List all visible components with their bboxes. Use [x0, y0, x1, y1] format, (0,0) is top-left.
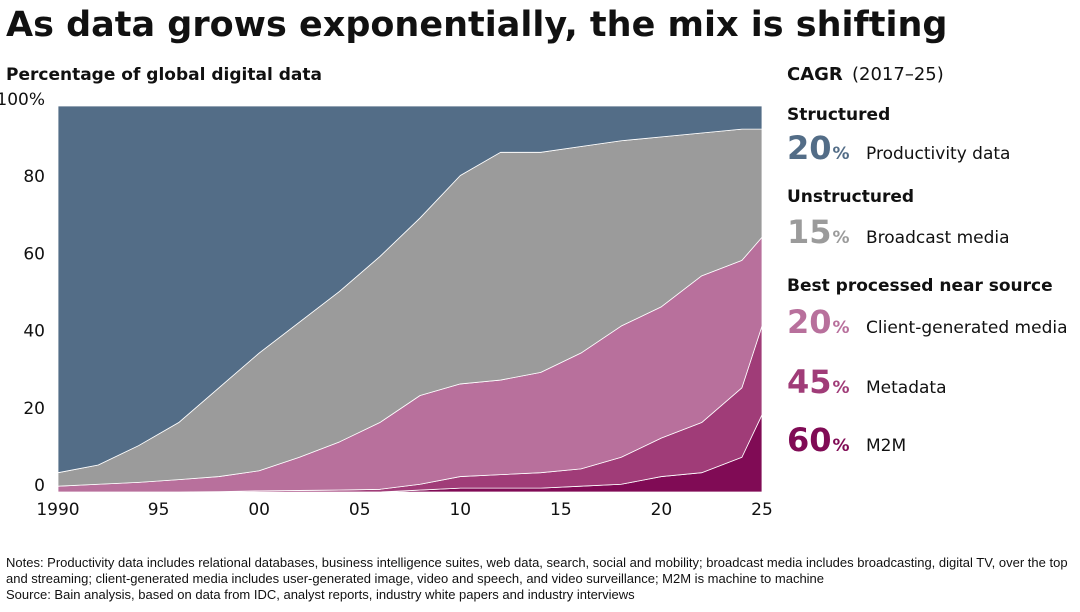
y-tick-label: 60 — [23, 244, 45, 264]
legend-label: Broadcast media — [866, 228, 1010, 248]
legend-cagr: 20 — [787, 303, 832, 341]
legend-group: Unstructured — [787, 187, 914, 207]
y-tick-label: 40 — [23, 322, 45, 342]
x-tick-label: 20 — [651, 500, 673, 520]
legend-cagr: 60 — [787, 421, 832, 459]
legend-cagr: 20 — [787, 129, 832, 167]
chart-title: As data grows exponentially, the mix is … — [6, 5, 947, 45]
y-tick-label: 20 — [23, 399, 45, 419]
legend-cagr: 45 — [787, 363, 832, 401]
x-tick-label: 05 — [349, 500, 371, 520]
legend-cagr: 15 — [787, 213, 832, 251]
x-tick-label: 10 — [449, 500, 471, 520]
chart: As data grows exponentially, the mix is … — [0, 5, 1068, 520]
legend-cagr-unit: % — [833, 436, 850, 456]
source: Source: Bain analysis, based on data fro… — [6, 587, 635, 602]
x-tick-label: 25 — [751, 500, 773, 520]
legend-group: Best processed near source — [787, 276, 1053, 296]
legend-cagr-unit: % — [833, 144, 850, 164]
y-tick-label: 80 — [23, 167, 45, 187]
y-tick-label: 100% — [0, 90, 45, 110]
legend-label: Client-generated media — [866, 318, 1068, 338]
x-tick-label: 15 — [550, 500, 572, 520]
x-tick-label: 95 — [148, 500, 170, 520]
x-tick-label: 1990 — [36, 500, 79, 520]
footnotes: Notes: Productivity data includes relati… — [6, 555, 1076, 603]
area — [57, 105, 763, 474]
legend-label: Productivity data — [866, 144, 1010, 164]
legend-label: M2M — [866, 436, 906, 456]
legend-title: CAGR — [787, 64, 843, 85]
notes: Notes: Productivity data includes relati… — [6, 555, 1068, 586]
legend-group: Structured — [787, 105, 890, 125]
legend-cagr-unit: % — [833, 318, 850, 338]
y-tick-label: 0 — [34, 476, 45, 496]
x-tick-label: 00 — [248, 500, 270, 520]
legend-cagr-unit: % — [833, 378, 850, 398]
legend-cagr-unit: % — [833, 228, 850, 248]
legend-subtitle: (2017–25) — [852, 64, 944, 85]
legend-label: Metadata — [866, 378, 947, 398]
chart-subtitle: Percentage of global digital data — [6, 65, 322, 85]
